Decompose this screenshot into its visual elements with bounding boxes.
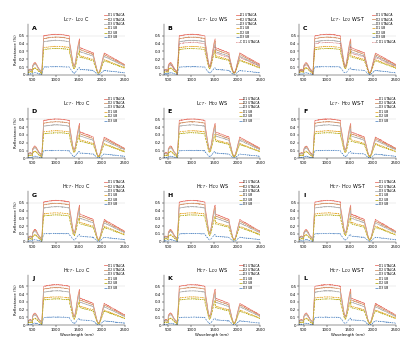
Title: H$_{CT}$ · H$_{D2}$ WS·T: H$_{CT}$ · H$_{D2}$ WS·T <box>329 182 366 191</box>
Legend: D1 UTALCA, D2 UTALCA, D3 UTALCA, D1 UB, D2 UB, D3 UB, C D1 UTALCA: D1 UTALCA, D2 UTALCA, D3 UTALCA, D1 UB, … <box>236 13 260 44</box>
Legend: D1 UTALCA, D2 UTALCA, D3 UTALCA, D1 UB, D2 UB, D3 UB: D1 UTALCA, D2 UTALCA, D3 UTALCA, D1 UB, … <box>239 264 260 290</box>
Text: I: I <box>303 193 306 198</box>
Text: A: A <box>32 26 37 31</box>
Text: K: K <box>168 276 172 281</box>
Legend: D1 UTALCA, D2 UTALCA, D3 UTALCA, D1 UB, D2 UB, D3 UB: D1 UTALCA, D2 UTALCA, D3 UTALCA, D1 UB, … <box>104 97 124 123</box>
Legend: D1 UTALCA, D2 UTALCA, D3 UTALCA, D1 UB, D2 UB, D3 UB: D1 UTALCA, D2 UTALCA, D3 UTALCA, D1 UB, … <box>375 180 396 206</box>
Y-axis label: Reflectance (%): Reflectance (%) <box>14 284 18 315</box>
Legend: D1 UTALCA, D2 UTALCA, D3 UTALCA, D1 UB, D2 UB, D3 UB: D1 UTALCA, D2 UTALCA, D3 UTALCA, D1 UB, … <box>375 264 396 290</box>
X-axis label: Wavelength (nm): Wavelength (nm) <box>195 334 229 337</box>
Y-axis label: Reflectance (%): Reflectance (%) <box>14 201 18 232</box>
Title: H$_{CT}$ · L$_{D2}$ WS: H$_{CT}$ · L$_{D2}$ WS <box>196 266 228 275</box>
Y-axis label: Reflectance (%): Reflectance (%) <box>14 118 18 148</box>
Text: F: F <box>303 109 307 114</box>
Title: L$_{CT}$ · H$_{D2}$ WS: L$_{CT}$ · H$_{D2}$ WS <box>196 99 228 108</box>
Legend: D1 UTALCA, D2 UTALCA, D3 UTALCA, D1 UB, D2 UB, D3 UB: D1 UTALCA, D2 UTALCA, D3 UTALCA, D1 UB, … <box>104 264 124 290</box>
Text: D: D <box>32 109 37 114</box>
Text: H: H <box>168 193 173 198</box>
Text: J: J <box>32 276 34 281</box>
Legend: D1 UTALCA, D2 UTALCA, D3 UTALCA, D1 UB, D2 UB, D3 UB: D1 UTALCA, D2 UTALCA, D3 UTALCA, D1 UB, … <box>104 13 124 39</box>
Text: C: C <box>303 26 308 31</box>
Y-axis label: Reflectance (%): Reflectance (%) <box>14 34 18 65</box>
Title: L$_{CT}$ · L$_{D2}$ WS: L$_{CT}$ · L$_{D2}$ WS <box>196 15 228 24</box>
Text: L: L <box>303 276 307 281</box>
X-axis label: Wavelength (nm): Wavelength (nm) <box>331 334 364 337</box>
Legend: D1 UTALCA, D2 UTALCA, D3 UTALCA, D1 UB, D2 UB, D3 UB, C D1 UTALCA: D1 UTALCA, D2 UTALCA, D3 UTALCA, D1 UB, … <box>372 13 396 44</box>
Title: H$_{CT}$ · H$_{D2}$ C: H$_{CT}$ · H$_{D2}$ C <box>62 182 90 191</box>
Title: L$_{CT}$ · L$_{D2}$ C: L$_{CT}$ · L$_{D2}$ C <box>63 15 90 24</box>
Legend: D1 UTALCA, D2 UTALCA, D3 UTALCA, D1 UB, D2 UB, D3 UB: D1 UTALCA, D2 UTALCA, D3 UTALCA, D1 UB, … <box>375 97 396 123</box>
Title: L$_{CT}$ · H$_{D2}$ C: L$_{CT}$ · H$_{D2}$ C <box>63 99 90 108</box>
Text: G: G <box>32 193 37 198</box>
Text: E: E <box>168 109 172 114</box>
Legend: D1 UTALCA, D2 UTALCA, D3 UTALCA, D1 UB, D2 UB, D3 UB: D1 UTALCA, D2 UTALCA, D3 UTALCA, D1 UB, … <box>239 97 260 123</box>
Legend: D1 UTALCA, D2 UTALCA, D3 UTALCA, D1 UB, D2 UB, D3 UB: D1 UTALCA, D2 UTALCA, D3 UTALCA, D1 UB, … <box>104 180 124 206</box>
Text: B: B <box>168 26 172 31</box>
Title: L$_{CT}$ · L$_{D2}$ WS·T: L$_{CT}$ · L$_{D2}$ WS·T <box>330 15 366 24</box>
Title: H$_{CT}$ · L$_{D2}$ C: H$_{CT}$ · L$_{D2}$ C <box>63 266 90 275</box>
Title: H$_{CT}$ · H$_{D2}$ WS: H$_{CT}$ · H$_{D2}$ WS <box>196 182 228 191</box>
Title: L$_{CT}$ · H$_{D2}$ WS·T: L$_{CT}$ · H$_{D2}$ WS·T <box>329 99 366 108</box>
Title: H$_{CT}$ · L$_{D2}$ WS·T: H$_{CT}$ · L$_{D2}$ WS·T <box>329 266 366 275</box>
Legend: D1 UTALCA, D2 UTALCA, D3 UTALCA, D1 UB, D2 UB, D3 UB: D1 UTALCA, D2 UTALCA, D3 UTALCA, D1 UB, … <box>239 180 260 206</box>
X-axis label: Wavelength (nm): Wavelength (nm) <box>60 334 93 337</box>
